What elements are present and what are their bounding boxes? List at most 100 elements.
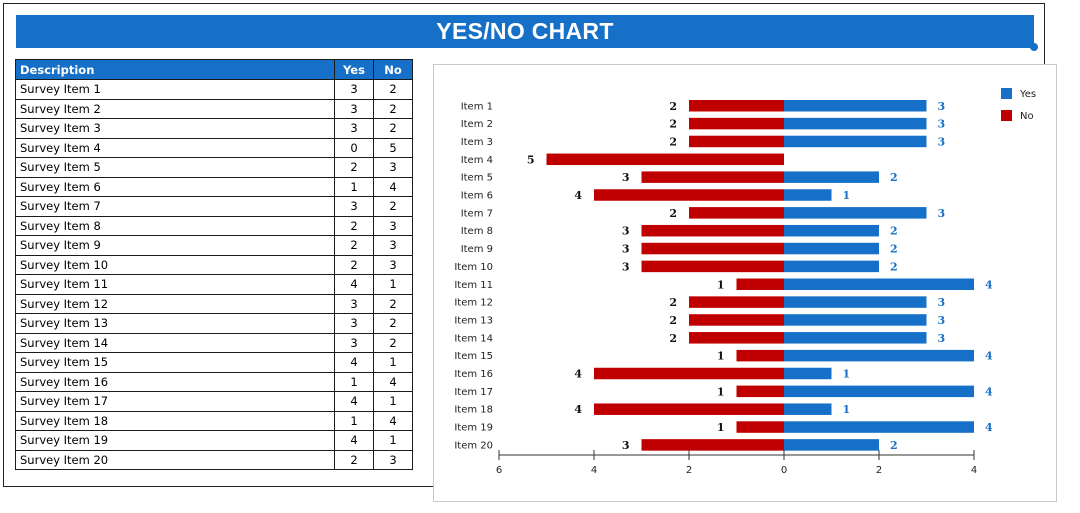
- no-value-label: 1: [717, 278, 725, 291]
- cell-description[interactable]: Survey Item 10: [15, 254, 335, 275]
- cell-yes[interactable]: 3: [334, 98, 374, 119]
- cell-no[interactable]: 2: [373, 313, 413, 334]
- yes-bar: [784, 332, 927, 344]
- cell-yes[interactable]: 3: [334, 196, 374, 217]
- table-row[interactable]: Survey Item 10 2 3: [15, 254, 413, 275]
- cell-no[interactable]: 2: [373, 98, 413, 119]
- category-label: Item 3: [461, 137, 493, 148]
- cell-yes[interactable]: 2: [334, 157, 374, 178]
- cell-no[interactable]: 4: [373, 371, 413, 392]
- table-row[interactable]: Survey Item 11 4 1: [15, 274, 413, 295]
- cell-no[interactable]: 2: [373, 79, 413, 100]
- cell-no[interactable]: 4: [373, 176, 413, 197]
- cell-description[interactable]: Survey Item 3: [15, 118, 335, 139]
- cell-yes[interactable]: 4: [334, 352, 374, 373]
- cell-description[interactable]: Survey Item 1: [15, 79, 335, 100]
- cell-yes[interactable]: 2: [334, 235, 374, 256]
- no-value-label: 1: [717, 385, 725, 398]
- cell-yes[interactable]: 1: [334, 371, 374, 392]
- cell-no[interactable]: 3: [373, 215, 413, 236]
- x-tick-label: 2: [876, 465, 882, 476]
- cell-yes[interactable]: 1: [334, 410, 374, 431]
- cell-yes[interactable]: 4: [334, 430, 374, 451]
- table-row[interactable]: Survey Item 19 4 1: [15, 430, 413, 451]
- cell-no[interactable]: 3: [373, 235, 413, 256]
- cell-description[interactable]: Survey Item 20: [15, 449, 335, 470]
- table-row[interactable]: Survey Item 13 3 2: [15, 313, 413, 334]
- cell-no[interactable]: 2: [373, 118, 413, 139]
- cell-description[interactable]: Survey Item 13: [15, 313, 335, 334]
- cell-no[interactable]: 4: [373, 410, 413, 431]
- table-row[interactable]: Survey Item 12 3 2: [15, 293, 413, 314]
- table-row[interactable]: Survey Item 18 1 4: [15, 410, 413, 431]
- table-row[interactable]: Survey Item 17 4 1: [15, 391, 413, 412]
- cell-no[interactable]: 1: [373, 430, 413, 451]
- cell-yes[interactable]: 4: [334, 391, 374, 412]
- yes-bar: [784, 278, 974, 290]
- cell-no[interactable]: 3: [373, 449, 413, 470]
- x-tick-label: 0: [781, 465, 787, 476]
- header-description[interactable]: Description: [15, 59, 335, 80]
- resize-handle[interactable]: [1030, 43, 1038, 51]
- no-value-label: 3: [622, 243, 630, 256]
- cell-yes[interactable]: 3: [334, 79, 374, 100]
- cell-yes[interactable]: 2: [334, 449, 374, 470]
- cell-description[interactable]: Survey Item 8: [15, 215, 335, 236]
- cell-no[interactable]: 2: [373, 196, 413, 217]
- table-row[interactable]: Survey Item 15 4 1: [15, 352, 413, 373]
- cell-description[interactable]: Survey Item 6: [15, 176, 335, 197]
- cell-description[interactable]: Survey Item 14: [15, 332, 335, 353]
- cell-yes[interactable]: 3: [334, 293, 374, 314]
- cell-description[interactable]: Survey Item 12: [15, 293, 335, 314]
- yes-value-label: 3: [938, 118, 946, 131]
- cell-no[interactable]: 3: [373, 157, 413, 178]
- cell-yes[interactable]: 3: [334, 332, 374, 353]
- cell-description[interactable]: Survey Item 4: [15, 137, 335, 158]
- no-bar: [594, 403, 784, 415]
- cell-yes[interactable]: 4: [334, 274, 374, 295]
- header-no[interactable]: No: [373, 59, 413, 80]
- cell-no[interactable]: 5: [373, 137, 413, 158]
- legend-label-no: No: [1020, 111, 1034, 122]
- header-yes[interactable]: Yes: [334, 59, 374, 80]
- cell-no[interactable]: 1: [373, 391, 413, 412]
- yes-value-label: 3: [938, 314, 946, 327]
- cell-description[interactable]: Survey Item 16: [15, 371, 335, 392]
- cell-yes[interactable]: 2: [334, 215, 374, 236]
- cell-description[interactable]: Survey Item 17: [15, 391, 335, 412]
- cell-no[interactable]: 3: [373, 254, 413, 275]
- cell-no[interactable]: 2: [373, 293, 413, 314]
- cell-description[interactable]: Survey Item 11: [15, 274, 335, 295]
- cell-no[interactable]: 1: [373, 352, 413, 373]
- cell-yes[interactable]: 2: [334, 254, 374, 275]
- cell-description[interactable]: Survey Item 5: [15, 157, 335, 178]
- no-value-label: 1: [717, 421, 725, 434]
- cell-no[interactable]: 1: [373, 274, 413, 295]
- cell-description[interactable]: Survey Item 18: [15, 410, 335, 431]
- cell-yes[interactable]: 1: [334, 176, 374, 197]
- cell-yes[interactable]: 0: [334, 137, 374, 158]
- cell-yes[interactable]: 3: [334, 118, 374, 139]
- cell-description[interactable]: Survey Item 19: [15, 430, 335, 451]
- table-row[interactable]: Survey Item 14 3 2: [15, 332, 413, 353]
- cell-description[interactable]: Survey Item 15: [15, 352, 335, 373]
- table-row[interactable]: Survey Item 20 2 3: [15, 449, 413, 470]
- cell-description[interactable]: Survey Item 9: [15, 235, 335, 256]
- page-title: YES/NO CHART: [16, 15, 1034, 48]
- cell-description[interactable]: Survey Item 7: [15, 196, 335, 217]
- no-value-label: 1: [717, 350, 725, 363]
- cell-no[interactable]: 2: [373, 332, 413, 353]
- table-row[interactable]: Survey Item 16 1 4: [15, 371, 413, 392]
- cell-description[interactable]: Survey Item 2: [15, 98, 335, 119]
- cell-yes[interactable]: 3: [334, 313, 374, 334]
